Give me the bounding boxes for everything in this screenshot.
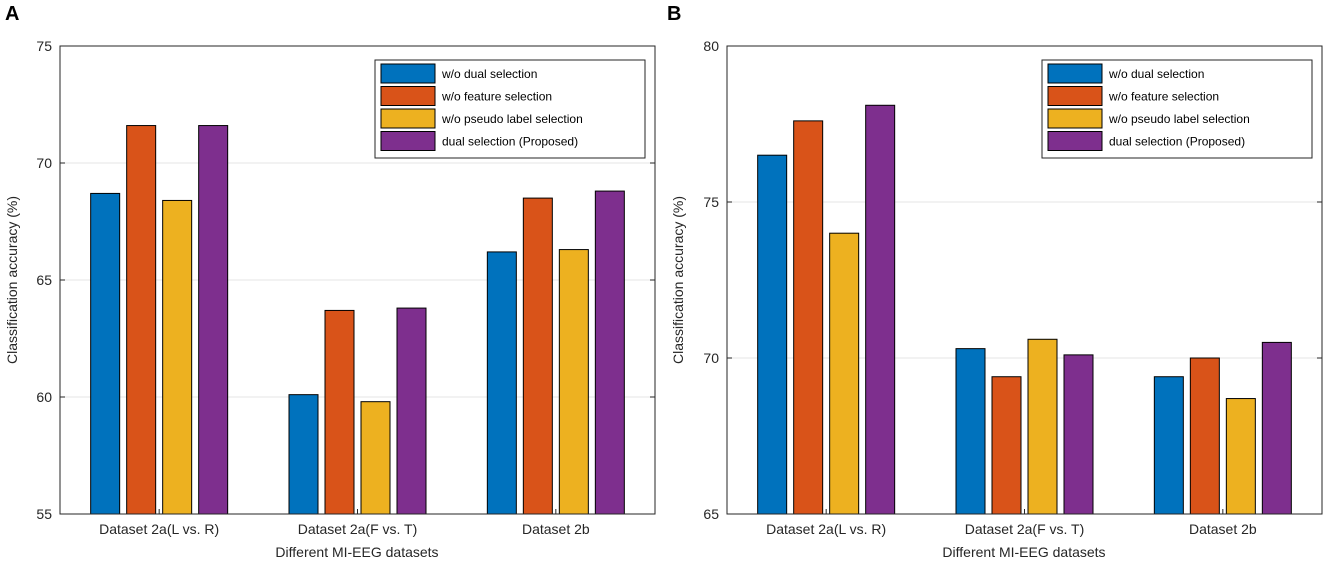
panel-b-y-axis-label: Classification accuracy (%) [670,196,686,364]
panel-a-bar [522,197,553,515]
panel-a-x-tick-label: Dataset 2a(L vs. R) [99,521,219,537]
panel-b-bar [1027,338,1058,515]
panel-b-bars [757,104,1292,515]
panel-b-x-tick-label: Dataset 2b [1189,521,1257,537]
panel-a-bar [558,249,589,515]
panel-a-bar [360,401,391,515]
panel-b-bar [1189,357,1220,515]
panel-a-bar [594,190,625,515]
panel-b-bar [1153,376,1184,515]
panel-b-x-tick-label: Dataset 2a(L vs. R) [766,521,886,537]
panel-a-bar [396,307,427,515]
panel-b-bar [829,232,860,515]
panel-b-legend-swatch [1047,63,1103,84]
panel-b-legend-swatch [1047,131,1103,151]
panel-b-legend-swatch [1047,108,1103,129]
panel-b-bar [757,154,788,515]
panel-b-x-axis-label: Different MI-EEG datasets [942,544,1105,560]
panel-a-legend-swatch [380,86,436,106]
panel-a-legend-label: w/o feature selection [441,90,552,104]
panel-b-bar [865,104,896,515]
panel-b-legend-swatch [1047,86,1103,106]
panel-b-x-tick-label: Dataset 2a(F vs. T) [965,521,1085,537]
panel-b-legend-label: w/o pseudo label selection [1108,112,1250,126]
panel-a-bar [324,309,355,515]
panel-a-legend-label: w/o dual selection [441,67,537,81]
panel-b-x-ticks: Dataset 2a(L vs. R) Dataset 2a(F vs. T) Da… [766,509,1257,537]
panel-b-gridlines [727,201,1322,359]
panel-b-y-tick-label: 65 [703,506,719,522]
panel-b-y-tick-label: 80 [703,38,719,54]
panel-a-bar [90,192,121,515]
panel-b-legend-label: w/o feature selection [1108,90,1219,104]
panel-a-legend: w/o dual selection w/o feature selection w… [374,59,646,159]
panel-b-y-tick-label: 70 [703,350,719,366]
panel-a-bar [126,125,157,515]
panel-b-bar [1063,354,1094,515]
panel-b-y-ticks: 65 70 75 80 [703,38,1322,522]
panel-b-bar [793,120,824,515]
panel-a-legend-swatch [380,108,436,129]
panel-b-y-tick-label: 75 [703,194,719,210]
panel-b-bar [1261,341,1292,515]
panel-a-bar [198,125,229,515]
panel-a-bars [90,125,625,515]
panel-b-label: B [667,3,681,25]
panel-a-label: A [5,3,19,25]
panel-a-legend-swatch [380,131,436,151]
panel-b-legend: w/o dual selection w/o feature selection w… [1041,59,1313,159]
panel-a-y-axis-label: Classification accuracy (%) [4,196,20,364]
panel-a-legend-swatch [380,63,436,84]
panel-a-x-ticks: Dataset 2a(L vs. R) Dataset 2a(F vs. T) Da… [99,509,590,537]
panel-b-bar [1225,398,1256,515]
panel-b-bar [955,348,986,515]
panel-a-y-tick-label: 60 [36,389,52,405]
panel-a-bar [162,199,193,515]
panel-a-y-tick-label: 65 [36,272,52,288]
panel-a-y-tick-label: 70 [36,155,52,171]
panel-b-legend-label: w/o dual selection [1108,67,1204,81]
panel-a-x-tick-label: Dataset 2a(F vs. T) [298,521,418,537]
panel-a-bar [486,251,517,515]
panel-a-x-axis-label: Different MI-EEG datasets [275,544,438,560]
panel-a-y-tick-label: 55 [36,506,52,522]
panel-a-x-tick-label: Dataset 2b [522,521,590,537]
panel-a-legend-label: dual selection (Proposed) [442,135,578,149]
panel-a-gridlines [60,162,655,398]
panel-a-y-ticks: 55 60 65 70 75 [36,38,655,522]
panel-a-bar [288,394,319,515]
panel-a-legend-label: w/o pseudo label selection [441,112,583,126]
panel-b-legend-label: dual selection (Proposed) [1109,135,1245,149]
panel-a-y-tick-label: 75 [36,38,52,54]
panel-b-bar [991,376,1022,515]
